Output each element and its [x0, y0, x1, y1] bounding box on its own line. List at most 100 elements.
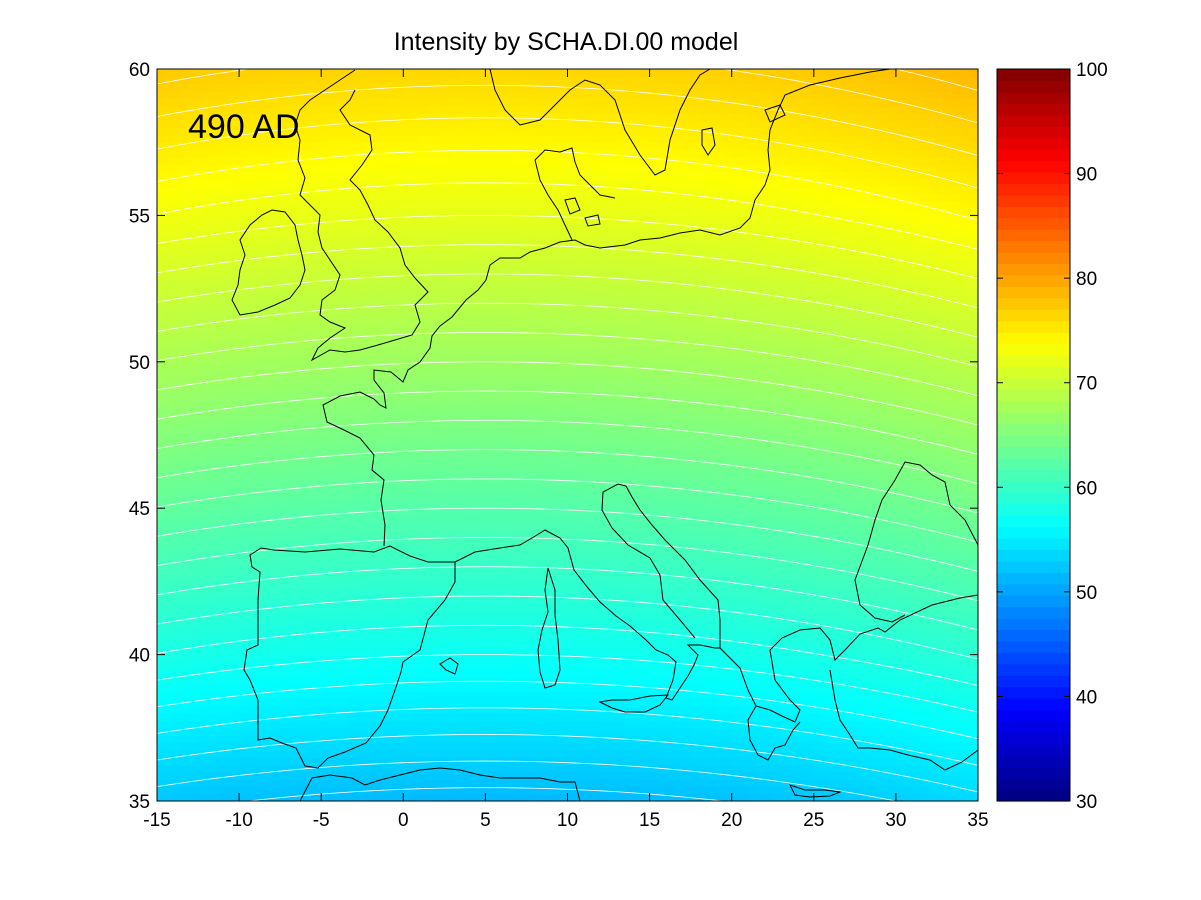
field-cell: [419, 420, 429, 429]
field-cell: [288, 273, 298, 282]
field-cell: [485, 310, 495, 319]
field-cell: [288, 691, 298, 700]
field-cell: [468, 537, 478, 546]
field-cell: [485, 742, 495, 751]
field-cell: [206, 222, 216, 231]
field-cell: [468, 449, 478, 458]
field-cell: [255, 178, 265, 187]
field-cell: [345, 683, 355, 692]
field-cell: [436, 530, 445, 539]
field-cell: [444, 537, 454, 546]
field-cell: [189, 771, 199, 780]
field-cell: [510, 259, 519, 268]
field-cell: [337, 683, 347, 692]
field-cell: [280, 303, 289, 312]
field-cell: [181, 215, 191, 224]
field-cell: [239, 244, 248, 253]
field-cell: [214, 779, 224, 787]
field-cell: [329, 347, 339, 356]
field-cell: [362, 230, 372, 238]
field-cell: [222, 208, 232, 216]
field-cell: [345, 618, 355, 626]
field-cell: [452, 317, 462, 326]
field-cell: [551, 230, 560, 238]
field-cell: [230, 376, 240, 385]
field-cell: [312, 427, 322, 436]
field-cell: [222, 683, 232, 692]
field-cell: [526, 178, 536, 187]
field-cell: [157, 757, 166, 765]
field-cell: [452, 171, 462, 180]
field-cell: [542, 727, 552, 736]
field-cell: [230, 259, 240, 268]
field-cell: [427, 391, 437, 399]
field-cell: [551, 793, 560, 801]
field-cell: [198, 252, 207, 260]
field-cell: [403, 252, 413, 260]
field-cell: [427, 105, 437, 114]
field-cell: [206, 295, 216, 304]
field-cell: [255, 361, 265, 370]
field-cell: [452, 222, 462, 231]
field-cell: [321, 339, 331, 348]
field-cell: [444, 522, 454, 531]
field-cell: [312, 713, 322, 722]
field-cell: [460, 544, 470, 553]
field-cell: [395, 193, 404, 202]
field-cell: [230, 793, 240, 801]
field-cell: [321, 720, 331, 729]
field-cell: [304, 112, 314, 121]
field-cell: [468, 610, 478, 619]
field-cell: [345, 793, 355, 801]
field-cell: [206, 661, 216, 670]
field-cell: [312, 464, 322, 473]
field-cell: [485, 193, 495, 202]
field-cell: [157, 654, 166, 663]
field-cell: [206, 676, 216, 685]
field-cell: [551, 347, 560, 356]
field-cell: [288, 391, 298, 399]
field-cell: [312, 171, 322, 180]
field-cell: [510, 515, 519, 524]
field-cell: [468, 222, 478, 231]
field-cell: [518, 471, 528, 480]
field-cell: [312, 310, 322, 319]
field-cell: [304, 544, 314, 553]
field-cell: [354, 317, 363, 326]
field-cell: [444, 471, 454, 480]
field-cell: [354, 793, 363, 801]
field-cell: [263, 405, 273, 414]
field-cell: [493, 771, 503, 780]
field-cell: [436, 288, 445, 297]
field-cell: [345, 478, 355, 487]
field-cell: [345, 164, 355, 173]
field-cell: [534, 230, 544, 238]
field-cell: [395, 713, 404, 722]
field-cell: [239, 156, 248, 165]
field-cell: [501, 244, 511, 253]
field-cell: [354, 786, 363, 795]
field-cell: [551, 237, 560, 246]
field-cell: [247, 164, 257, 173]
field-cell: [189, 588, 199, 597]
field-cell: [542, 90, 552, 99]
field-cell: [255, 230, 265, 238]
field-cell: [460, 742, 470, 751]
field-cell: [247, 639, 257, 648]
field-cell: [173, 786, 183, 795]
field-cell: [247, 76, 257, 85]
field-cell: [345, 273, 355, 282]
field-cell: [206, 178, 216, 187]
field-cell: [255, 310, 265, 319]
field-cell: [296, 376, 306, 385]
field-cell: [485, 574, 495, 582]
field-cell: [551, 559, 560, 568]
field-cell: [403, 779, 413, 787]
field-cell: [510, 347, 519, 356]
field-cell: [427, 632, 437, 641]
field-cell: [329, 552, 339, 561]
field-cell: [559, 654, 569, 663]
field-cell: [386, 376, 396, 385]
field-cell: [542, 215, 552, 224]
field-cell: [542, 742, 552, 751]
